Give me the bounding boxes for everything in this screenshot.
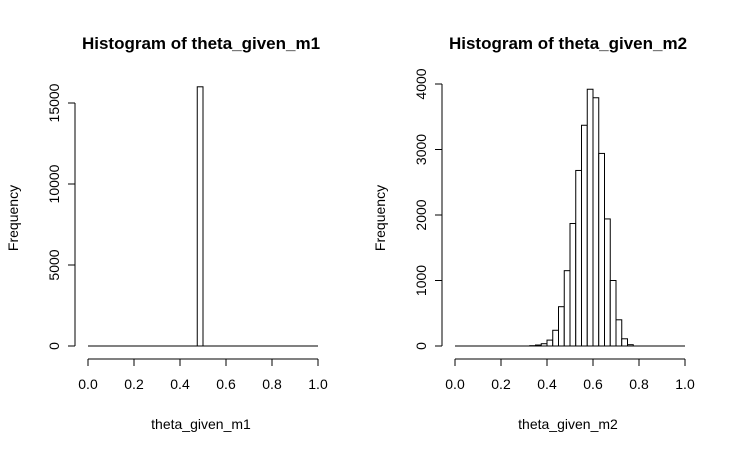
histogram-bar [535,344,542,347]
y-tick-label: 4000 [413,68,429,99]
x-tick-label: 0.4 [537,376,557,392]
x-tick-label: 1.0 [675,376,695,392]
y-axis-label: Frequency [5,185,21,251]
histogram-bar [563,270,571,347]
chart-title: Histogram of theta_given_m2 [449,34,687,53]
x-tick-label: 0.4 [170,376,190,392]
y-tick-label: 0 [413,342,429,350]
histogram-bar [615,319,623,347]
y-tick-label: 1000 [413,265,429,296]
histogram-bar [621,338,628,347]
x-tick-label: 0.8 [262,376,282,392]
x-tick-label: 0.0 [445,376,465,392]
x-tick-label: 0.0 [78,376,98,392]
histogram-bar [586,88,594,347]
x-axis-label: theta_given_m1 [151,416,251,432]
y-tick-label: 3000 [413,134,429,165]
panel-theta-given-m2: Histogram of theta_given_m2 theta_given_m… [372,34,695,432]
chart-title: Histogram of theta_given_m1 [82,34,320,53]
y-tick-label: 0 [46,342,62,350]
y-tick-label: 5000 [46,249,62,280]
histogram-bar [546,339,554,347]
x-tick-label: 0.6 [583,376,603,392]
x-tick-label: 0.6 [216,376,236,392]
panel-theta-given-m1: Histogram of theta_given_m1 theta_given_m… [5,34,328,432]
histogram-bar [609,280,617,347]
x-tick-label: 0.8 [629,376,649,392]
histogram-bar [627,344,634,347]
histogram-bar [575,169,582,347]
x-axis-label: theta_given_m2 [518,416,618,432]
y-tick-label: 15000 [46,83,62,122]
y-axis-label: Frequency [372,185,388,251]
x-tick-label: 0.2 [491,376,511,392]
histogram-bar [604,218,611,347]
histogram-bar [552,329,559,347]
histogram-bar [196,86,204,347]
y-tick-label: 2000 [413,199,429,230]
histogram-bar [540,343,548,347]
x-tick-label: 1.0 [308,376,328,392]
histogram-bar [569,223,577,347]
histogram-bar [598,152,605,347]
histogram-bar [581,124,588,347]
y-tick-label: 10000 [46,164,62,203]
histogram-bar [558,306,565,347]
x-tick-label: 0.2 [124,376,144,392]
histogram-bar [592,97,600,347]
